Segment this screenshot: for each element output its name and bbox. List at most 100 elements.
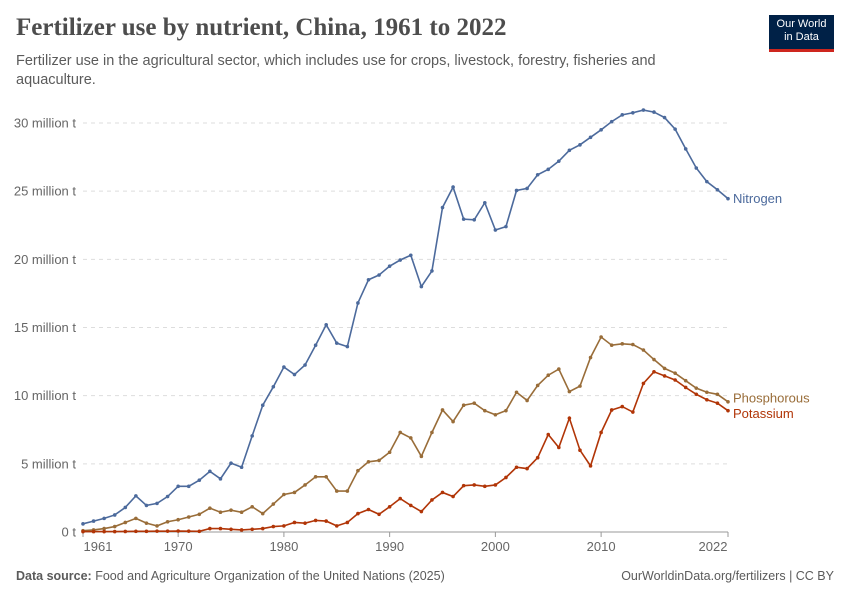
data-point-phosphorous bbox=[282, 492, 286, 497]
data-point-nitrogen bbox=[134, 494, 138, 498]
y-tick-label: 10 million t bbox=[14, 388, 77, 403]
data-point-nitrogen bbox=[292, 372, 297, 377]
data-point-potassium bbox=[271, 524, 276, 529]
series-label-potassium: Potassium bbox=[733, 406, 794, 421]
data-point-potassium bbox=[345, 520, 350, 525]
data-point-nitrogen bbox=[683, 147, 688, 151]
data-point-phosphorous bbox=[694, 386, 699, 390]
data-point-potassium bbox=[694, 392, 699, 397]
data-point-potassium bbox=[377, 512, 381, 517]
data-point-nitrogen bbox=[229, 461, 233, 465]
owid-logo[interactable]: Our World in Data bbox=[769, 15, 834, 52]
data-point-phosphorous bbox=[218, 510, 223, 515]
data-point-phosphorous bbox=[440, 408, 445, 412]
data-point-potassium bbox=[356, 511, 360, 516]
data-point-nitrogen bbox=[324, 322, 328, 327]
data-point-potassium bbox=[134, 529, 138, 534]
data-point-nitrogen bbox=[208, 469, 212, 474]
data-point-nitrogen bbox=[186, 484, 191, 489]
data-point-nitrogen bbox=[535, 173, 540, 177]
data-point-nitrogen bbox=[282, 365, 286, 369]
data-point-nitrogen bbox=[81, 522, 85, 526]
data-point-potassium bbox=[483, 484, 487, 489]
data-point-potassium bbox=[165, 529, 170, 533]
data-point-potassium bbox=[81, 529, 85, 534]
series-label-nitrogen: Nitrogen bbox=[733, 191, 782, 206]
data-point-potassium bbox=[176, 529, 180, 533]
data-point-nitrogen bbox=[461, 217, 466, 221]
data-point-phosphorous bbox=[557, 367, 561, 371]
data-point-potassium bbox=[578, 448, 582, 453]
x-tick-label: 1980 bbox=[269, 539, 298, 554]
data-point-nitrogen bbox=[430, 269, 434, 273]
data-point-phosphorous bbox=[334, 489, 339, 493]
x-tick-label: 2000 bbox=[481, 539, 510, 554]
data-point-potassium bbox=[609, 408, 614, 412]
data-point-phosphorous bbox=[313, 474, 318, 479]
data-point-nitrogen bbox=[91, 519, 96, 523]
data-point-phosphorous bbox=[609, 343, 614, 348]
data-point-phosphorous bbox=[599, 335, 603, 339]
data-point-phosphorous bbox=[366, 459, 371, 464]
data-point-phosphorous bbox=[578, 384, 582, 388]
data-point-nitrogen bbox=[398, 258, 403, 262]
data-point-phosphorous bbox=[430, 430, 434, 435]
data-point-phosphorous bbox=[250, 504, 254, 509]
data-point-nitrogen bbox=[504, 224, 508, 229]
url-license[interactable]: OurWorldinData.org/fertilizers | CC BY bbox=[621, 569, 834, 583]
data-point-potassium bbox=[588, 464, 593, 468]
data-point-potassium bbox=[599, 430, 603, 435]
data-point-phosphorous bbox=[620, 342, 625, 346]
data-point-phosphorous bbox=[567, 389, 572, 394]
data-point-nitrogen bbox=[387, 264, 392, 268]
y-tick-label: 15 million t bbox=[14, 320, 77, 335]
y-tick-label: 0 t bbox=[62, 525, 77, 540]
chart-title: Fertilizer use by nutrient, China, 1961 … bbox=[16, 14, 507, 41]
data-point-nitrogen bbox=[641, 108, 646, 112]
data-point-potassium bbox=[366, 507, 371, 512]
y-tick-label: 25 million t bbox=[14, 184, 77, 199]
data-point-phosphorous bbox=[377, 458, 381, 463]
data-point-potassium bbox=[398, 496, 403, 501]
data-point-nitrogen bbox=[694, 166, 699, 170]
data-point-nitrogen bbox=[631, 110, 635, 115]
data-point-potassium bbox=[514, 465, 519, 470]
data-point-phosphorous bbox=[123, 520, 128, 525]
data-point-nitrogen bbox=[102, 516, 106, 521]
data-point-nitrogen bbox=[662, 115, 667, 120]
data-point-phosphorous bbox=[504, 408, 508, 413]
data-point-phosphorous bbox=[186, 515, 191, 519]
data-point-potassium bbox=[208, 526, 212, 531]
data-point-nitrogen bbox=[408, 253, 413, 258]
data-point-phosphorous bbox=[705, 390, 709, 395]
data-point-phosphorous bbox=[292, 490, 297, 495]
data-point-potassium bbox=[260, 526, 265, 531]
data-point-nitrogen bbox=[165, 494, 170, 499]
data-point-phosphorous bbox=[472, 401, 477, 405]
data-point-phosphorous bbox=[165, 519, 170, 524]
data-point-potassium bbox=[102, 529, 106, 534]
data-point-nitrogen bbox=[472, 217, 477, 222]
data-point-potassium bbox=[186, 529, 191, 533]
data-point-phosphorous bbox=[398, 430, 403, 435]
data-point-nitrogen bbox=[440, 205, 445, 210]
data-point-nitrogen bbox=[451, 185, 455, 189]
data-point-phosphorous bbox=[514, 390, 519, 395]
data-point-phosphorous bbox=[535, 383, 540, 388]
data-point-potassium bbox=[123, 529, 128, 534]
x-tick-label: 1961 bbox=[84, 539, 113, 554]
data-point-potassium bbox=[641, 381, 646, 386]
data-point-phosphorous bbox=[451, 419, 455, 424]
data-point-phosphorous bbox=[419, 454, 424, 459]
data-point-nitrogen bbox=[525, 186, 529, 191]
data-point-phosphorous bbox=[673, 371, 677, 375]
data-point-nitrogen bbox=[726, 196, 730, 201]
data-point-phosphorous bbox=[546, 373, 551, 378]
data-point-potassium bbox=[461, 483, 466, 488]
data-point-potassium bbox=[620, 404, 625, 409]
data-point-nitrogen bbox=[620, 113, 625, 117]
data-point-potassium bbox=[387, 504, 392, 509]
data-point-phosphorous bbox=[229, 508, 233, 512]
data-point-potassium bbox=[535, 455, 540, 460]
data-point-potassium bbox=[726, 408, 730, 413]
